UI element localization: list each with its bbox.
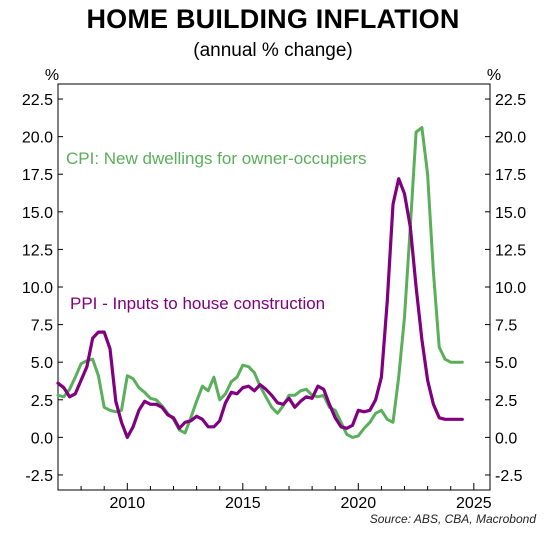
y-tick-label-right: 0.0 xyxy=(495,430,517,447)
y-tick-label-left: 2.5 xyxy=(31,393,53,410)
y-tick-label-left: 12.5 xyxy=(22,242,53,259)
y-tick-label-left: 22.5 xyxy=(22,92,53,109)
x-axis-ticks: 2010 2015 2020 2025 xyxy=(57,483,492,512)
y-tick-label-right: 20.0 xyxy=(495,130,526,147)
y-tick-label-right: 17.5 xyxy=(495,167,526,184)
y-tick-label-left: 7.5 xyxy=(31,318,53,335)
y-axis-ticks: -2.5 -2.5 0.0 0.0 2.5 2.5 5.0 5.0 7.5 7.5 10.0 10.0… xyxy=(22,92,526,485)
y-tick-label-left: 15.0 xyxy=(22,205,53,222)
cpi-series-label: CPI: New dwellings for owner-occupiers xyxy=(66,149,366,168)
y-tick-label-right: -2.5 xyxy=(495,468,523,485)
right-axis-unit: % xyxy=(487,67,501,84)
left-axis-unit: % xyxy=(45,67,59,84)
y-tick-label-left: 20.0 xyxy=(22,130,53,147)
series-lines xyxy=(56,126,464,439)
x-tick-label: 2025 xyxy=(456,495,492,512)
y-tick-label-right: 2.5 xyxy=(495,393,517,410)
x-tick-label: 2015 xyxy=(225,495,261,512)
x-tick-label: 2020 xyxy=(341,495,377,512)
y-tick-label-right: 22.5 xyxy=(495,92,526,109)
chart-subtitle: (annual % change) xyxy=(193,40,353,61)
y-tick-label-right: 15.0 xyxy=(495,205,526,222)
y-tick-label-left: -2.5 xyxy=(25,468,53,485)
x-tick-label: 2010 xyxy=(110,495,146,512)
y-tick-label-right: 7.5 xyxy=(495,318,517,335)
cpi-series-line xyxy=(56,126,464,439)
chart-title: HOME BUILDING INFLATION xyxy=(86,4,460,34)
y-tick-label-right: 5.0 xyxy=(495,355,517,372)
y-tick-label-right: 10.0 xyxy=(495,280,526,297)
y-tick-label-right: 12.5 xyxy=(495,242,526,259)
y-tick-label-left: 10.0 xyxy=(22,280,53,297)
source-note: Source: ABS, CBA, Macrobond xyxy=(369,512,536,526)
ppi-series-label: PPI - Inputs to house construction xyxy=(70,294,325,313)
y-tick-label-left: 17.5 xyxy=(22,167,53,184)
ppi-series-line xyxy=(56,177,464,439)
y-tick-label-left: 0.0 xyxy=(31,430,53,447)
y-tick-label-left: 5.0 xyxy=(31,355,53,372)
